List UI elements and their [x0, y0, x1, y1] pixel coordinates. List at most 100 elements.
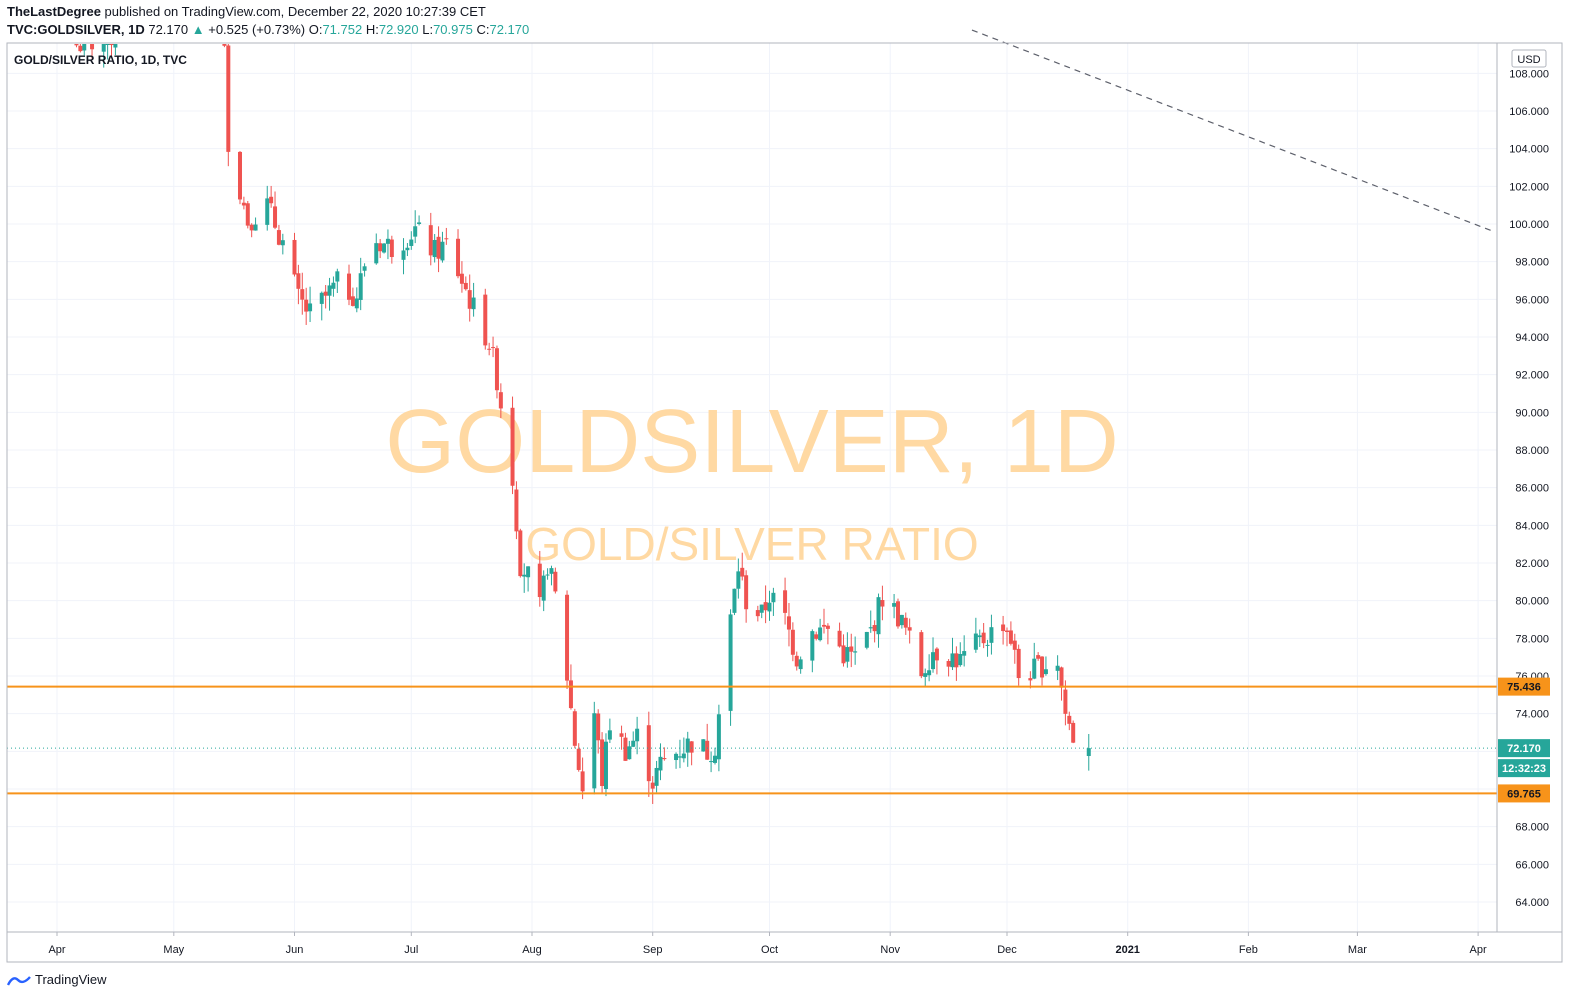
- candle: [677, 739, 682, 769]
- candle-body: [382, 243, 387, 253]
- candle: [491, 336, 496, 358]
- candle: [662, 747, 667, 761]
- candle: [335, 268, 340, 293]
- candle: [319, 291, 324, 321]
- candle: [413, 210, 418, 244]
- candle: [245, 200, 250, 229]
- candle: [1086, 734, 1091, 771]
- legend-title: GOLD/SILVER RATIO, 1D, TVC: [14, 53, 187, 67]
- candle-body: [308, 303, 313, 312]
- price-tick-label: 68.000: [1515, 822, 1549, 834]
- candle: [1059, 666, 1064, 701]
- candle-body: [759, 604, 764, 613]
- candle-body: [962, 651, 967, 656]
- candle-body: [631, 740, 636, 747]
- candle: [78, 44, 83, 53]
- candle-body: [432, 239, 437, 258]
- candle-body: [1005, 630, 1009, 633]
- change-arrow-icon: ▲: [191, 22, 205, 37]
- author-name[interactable]: TheLastDegree: [7, 4, 101, 19]
- candle: [269, 185, 274, 208]
- candle-body: [436, 236, 441, 259]
- candle-body: [526, 566, 531, 578]
- candle: [545, 568, 550, 580]
- footer-brand[interactable]: TradingView: [7, 972, 107, 987]
- price-axis[interactable]: 64.00066.00068.00070.00072.00074.00076.0…: [1509, 68, 1549, 909]
- currency-badge[interactable]: USD: [1511, 49, 1547, 68]
- last-price-badge-bg: [1498, 739, 1550, 758]
- candle-body: [1016, 648, 1021, 679]
- candle-body: [709, 761, 714, 763]
- candle-body: [444, 238, 449, 240]
- candle-body: [537, 563, 542, 598]
- candle-body: [545, 574, 550, 576]
- candle: [1043, 656, 1048, 676]
- candle: [417, 215, 422, 226]
- candle: [977, 629, 982, 647]
- price-tick-label: 88.000: [1515, 445, 1549, 457]
- candle: [327, 277, 332, 311]
- tradingview-logo-icon: [7, 975, 31, 986]
- time-tick-label: Apr: [48, 944, 65, 956]
- candle-body: [1032, 658, 1037, 679]
- time-tick-label: Nov: [880, 944, 900, 956]
- candle-body: [895, 601, 900, 627]
- candle: [572, 708, 577, 749]
- candle-body: [471, 297, 476, 310]
- candle-body: [78, 45, 83, 52]
- candle: [681, 737, 686, 763]
- candle-body: [253, 224, 258, 231]
- candle: [565, 590, 570, 690]
- lower-level-badge-text: 69.765: [1507, 788, 1541, 800]
- candle-body: [872, 625, 877, 632]
- candle: [1036, 652, 1041, 661]
- open-value: 71.752: [322, 22, 363, 37]
- upper-level-badge-bg: [1498, 677, 1550, 696]
- candle-body: [389, 239, 394, 258]
- candle-body: [822, 624, 827, 627]
- candle: [82, 44, 87, 56]
- time-tick-label: Mar: [1348, 944, 1367, 956]
- candle: [845, 632, 850, 668]
- time-tick-label: Feb: [1239, 944, 1258, 956]
- candle-body: [440, 241, 445, 261]
- candle-body: [814, 634, 819, 639]
- candle-body: [600, 739, 605, 787]
- candle-body: [674, 753, 679, 761]
- price-tick-label: 92.000: [1515, 370, 1549, 382]
- candle-body: [405, 247, 410, 251]
- candle: [755, 605, 760, 622]
- candle-body: [619, 733, 624, 737]
- candle-body: [794, 655, 799, 667]
- candle: [716, 704, 721, 772]
- candle: [113, 44, 118, 56]
- candle: [385, 229, 390, 260]
- candle-body: [1071, 722, 1076, 743]
- time-axis[interactable]: Apr May Jun Jul Aug Sep Oct Nov Dec 2021 Feb Mar Apr: [48, 932, 1487, 956]
- candle-body: [732, 588, 737, 613]
- candle: [759, 604, 764, 619]
- candle: [771, 587, 776, 616]
- candle-body: [767, 602, 772, 612]
- candle-body: [705, 740, 710, 760]
- candle-body: [576, 748, 581, 770]
- candle: [378, 239, 383, 259]
- candle: [526, 566, 531, 592]
- candle-body: [572, 711, 577, 746]
- candle: [382, 243, 387, 254]
- candle-body: [845, 647, 850, 662]
- candle: [872, 620, 877, 643]
- symbol-watermark: GOLDSILVER, 1D GOLD/SILVER RATIO: [385, 392, 1119, 570]
- candle-body: [1043, 669, 1048, 675]
- candle: [105, 44, 110, 60]
- candle-body: [849, 646, 854, 652]
- candle: [701, 739, 706, 752]
- candle: [249, 223, 254, 238]
- candle: [810, 629, 815, 673]
- candle: [1012, 633, 1017, 664]
- candle: [494, 345, 499, 399]
- candle-body: [553, 571, 558, 592]
- candle-body: [374, 243, 379, 264]
- candle: [705, 723, 710, 760]
